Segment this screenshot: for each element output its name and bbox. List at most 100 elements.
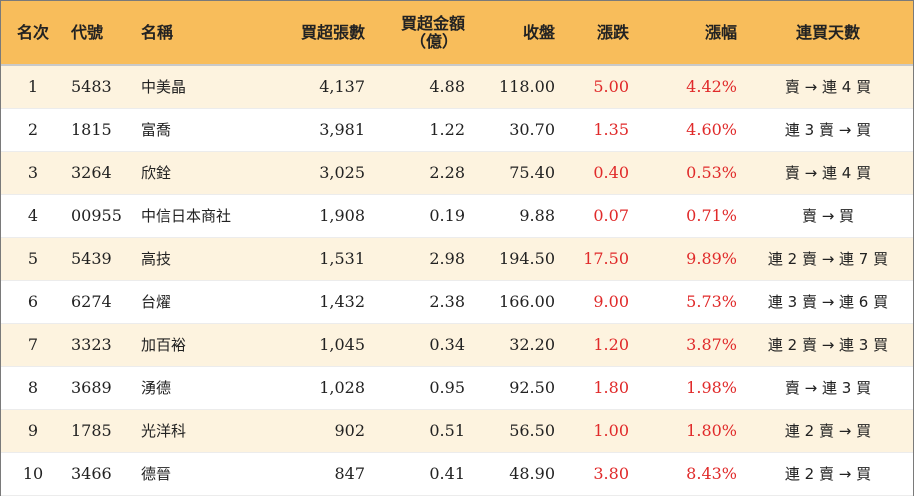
cell-code: 1785: [65, 409, 135, 453]
cell-days: 連 3 賣 → 連 6 買: [743, 280, 913, 324]
cell-close: 118.00: [471, 65, 561, 109]
cell-change: 5.00: [561, 65, 635, 109]
cell-net-lots: 1,432: [285, 280, 371, 324]
cell-net-amount: 2.38: [371, 280, 471, 324]
cell-close: 194.50: [471, 237, 561, 281]
cell-close: 32.20: [471, 323, 561, 367]
cell-code: 3689: [65, 366, 135, 410]
cell-net-lots: 3,981: [285, 108, 371, 152]
cell-pct: 3.87%: [635, 323, 743, 367]
cell-name: 高技: [135, 237, 285, 281]
cell-code: 5439: [65, 237, 135, 281]
cell-net-lots: 1,531: [285, 237, 371, 281]
cell-change: 9.00: [561, 280, 635, 324]
cell-close: 9.88: [471, 194, 561, 238]
table-body: 1 5483 中美晶 4,137 4.88 118.00 5.00 4.42% …: [1, 65, 913, 496]
cell-change: 1.80: [561, 366, 635, 410]
cell-change: 1.35: [561, 108, 635, 152]
cell-pct: 1.80%: [635, 409, 743, 453]
cell-rank: 5: [1, 237, 65, 281]
header-close: 收盤: [471, 1, 561, 66]
cell-days: 連 2 賣 → 買: [743, 409, 913, 453]
cell-pct: 4.60%: [635, 108, 743, 152]
cell-close: 48.90: [471, 452, 561, 496]
cell-net-amount: 0.19: [371, 194, 471, 238]
cell-rank: 6: [1, 280, 65, 324]
cell-rank: 2: [1, 108, 65, 152]
cell-name: 台燿: [135, 280, 285, 324]
header-code: 代號: [65, 1, 135, 66]
cell-pct: 0.71%: [635, 194, 743, 238]
cell-net-lots: 4,137: [285, 65, 371, 109]
cell-pct: 4.42%: [635, 65, 743, 109]
cell-rank: 1: [1, 65, 65, 109]
cell-days: 賣 → 連 4 買: [743, 65, 913, 109]
cell-net-amount: 0.41: [371, 452, 471, 496]
cell-close: 75.40: [471, 151, 561, 195]
cell-close: 92.50: [471, 366, 561, 410]
cell-net-amount: 4.88: [371, 65, 471, 109]
cell-net-lots: 3,025: [285, 151, 371, 195]
cell-code: 6274: [65, 280, 135, 324]
header-change: 漲跌: [561, 1, 635, 66]
header-net-amount-line1: 買超金額: [400, 13, 465, 33]
table-row: 2 1815 富喬 3,981 1.22 30.70 1.35 4.60% 連 …: [1, 108, 913, 152]
cell-rank: 9: [1, 409, 65, 453]
cell-days: 連 2 賣 → 連 3 買: [743, 323, 913, 367]
cell-net-lots: 1,908: [285, 194, 371, 238]
cell-change: 0.07: [561, 194, 635, 238]
cell-code: 3264: [65, 151, 135, 195]
cell-code: 00955: [65, 194, 135, 238]
cell-net-amount: 2.28: [371, 151, 471, 195]
header-days: 連買天數: [743, 1, 913, 66]
table-row: 1 5483 中美晶 4,137 4.88 118.00 5.00 4.42% …: [1, 65, 913, 109]
cell-change: 0.40: [561, 151, 635, 195]
cell-net-amount: 0.95: [371, 366, 471, 410]
cell-pct: 8.43%: [635, 452, 743, 496]
table-row: 7 3323 加百裕 1,045 0.34 32.20 1.20 3.87% 連…: [1, 323, 913, 367]
cell-name: 中信日本商社: [135, 194, 285, 238]
cell-net-amount: 2.98: [371, 237, 471, 281]
cell-net-amount: 0.51: [371, 409, 471, 453]
cell-name: 光洋科: [135, 409, 285, 453]
cell-code: 3466: [65, 452, 135, 496]
cell-days: 賣 → 買: [743, 194, 913, 238]
cell-pct: 0.53%: [635, 151, 743, 195]
table-row: 6 6274 台燿 1,432 2.38 166.00 9.00 5.73% 連…: [1, 280, 913, 324]
cell-net-amount: 0.34: [371, 323, 471, 367]
cell-rank: 7: [1, 323, 65, 367]
cell-code: 1815: [65, 108, 135, 152]
cell-rank: 4: [1, 194, 65, 238]
cell-rank: 3: [1, 151, 65, 195]
cell-change: 17.50: [561, 237, 635, 281]
cell-rank: 10: [1, 452, 65, 496]
cell-net-lots: 902: [285, 409, 371, 453]
cell-days: 連 2 賣 → 買: [743, 452, 913, 496]
cell-days: 連 2 賣 → 連 7 買: [743, 237, 913, 281]
header-net-amount-line2: （億）: [409, 31, 458, 51]
cell-name: 欣銓: [135, 151, 285, 195]
cell-net-lots: 847: [285, 452, 371, 496]
cell-code: 3323: [65, 323, 135, 367]
cell-change: 1.20: [561, 323, 635, 367]
cell-name: 湧德: [135, 366, 285, 410]
table-header-row: 名次 代號 名稱 買超張數 買超金額 （億） 收盤 漲跌 漲幅 連買天數: [1, 1, 913, 66]
cell-pct: 5.73%: [635, 280, 743, 324]
table-row: 3 3264 欣銓 3,025 2.28 75.40 0.40 0.53% 賣 …: [1, 151, 913, 195]
table-row: 9 1785 光洋科 902 0.51 56.50 1.00 1.80% 連 2…: [1, 409, 913, 453]
cell-name: 富喬: [135, 108, 285, 152]
cell-pct: 9.89%: [635, 237, 743, 281]
header-rank: 名次: [1, 1, 65, 66]
cell-days: 賣 → 連 4 買: [743, 151, 913, 195]
header-net-amount: 買超金額 （億）: [371, 1, 471, 66]
cell-name: 中美晶: [135, 65, 285, 109]
header-pct: 漲幅: [635, 1, 743, 66]
cell-code: 5483: [65, 65, 135, 109]
cell-days: 連 3 賣 → 買: [743, 108, 913, 152]
cell-days: 賣 → 連 3 買: [743, 366, 913, 410]
cell-close: 30.70: [471, 108, 561, 152]
cell-name: 德晉: [135, 452, 285, 496]
cell-change: 1.00: [561, 409, 635, 453]
